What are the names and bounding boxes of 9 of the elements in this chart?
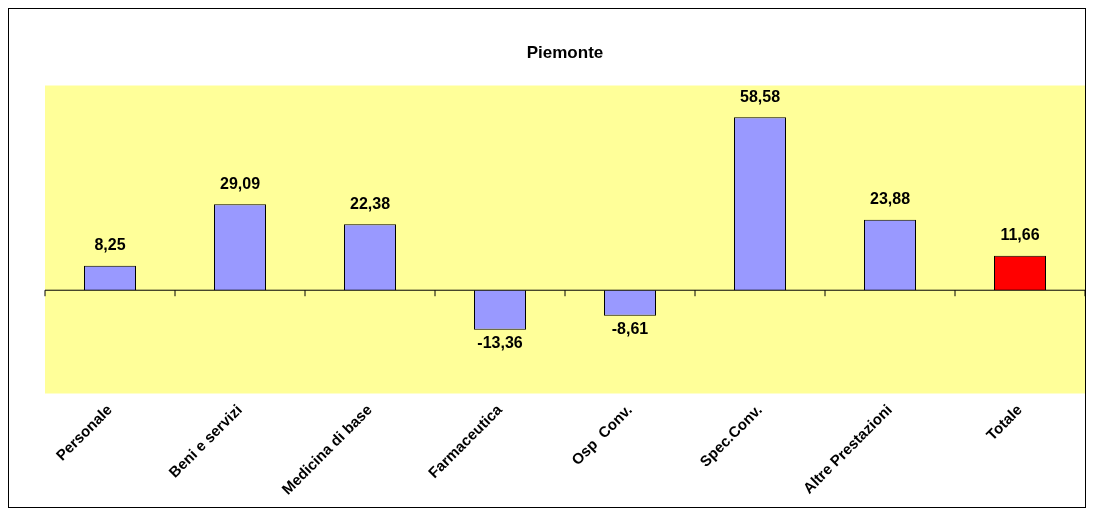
- data-label: 22,38: [349, 194, 391, 212]
- data-label: 29,09: [219, 174, 261, 192]
- data-label: 58,58: [739, 87, 781, 105]
- chart-title: Piemonte: [526, 42, 604, 62]
- data-label: 23,88: [869, 190, 911, 208]
- data-label: 11,66: [1000, 226, 1040, 244]
- data-label: -8,61: [611, 320, 649, 338]
- data-label: -13,36: [477, 334, 523, 352]
- data-label: 8,25: [94, 236, 126, 254]
